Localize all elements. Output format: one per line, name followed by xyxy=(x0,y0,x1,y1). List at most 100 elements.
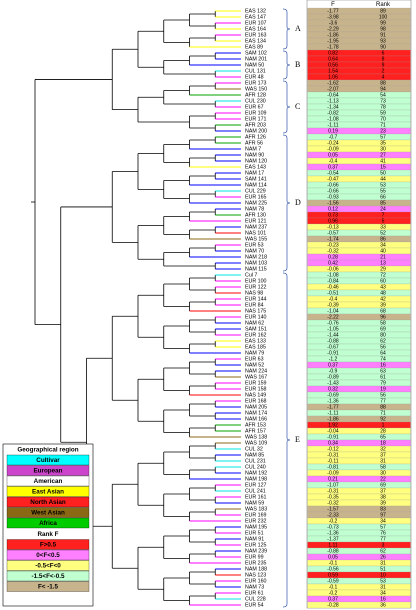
row-fill xyxy=(307,127,411,135)
rank-cell: 99 xyxy=(380,21,386,27)
leaf-label: AFR 203 xyxy=(245,123,266,129)
rank-cell: 89 xyxy=(380,9,386,15)
f-cell: -1.36 xyxy=(327,399,339,405)
leaf-label: EAS 164 xyxy=(245,27,266,33)
legend-swatch xyxy=(6,549,90,561)
f-cell: 1.06 xyxy=(328,75,338,81)
rank-cell: 66 xyxy=(380,195,386,201)
rank-cell: 71 xyxy=(380,123,386,129)
f-cell: -0.1 xyxy=(329,561,338,567)
rank-cell: 26 xyxy=(380,555,386,561)
leaf-label: EUR 51 xyxy=(245,531,264,537)
f-cell: -0.09 xyxy=(327,471,339,477)
f-cell: -0.4 xyxy=(329,297,338,303)
rank-cell: 92 xyxy=(380,417,386,423)
leaf-label: EUR 122 xyxy=(245,285,267,291)
leaf-label: EUR 125 xyxy=(245,543,267,549)
f-cell: -0.69 xyxy=(327,393,339,399)
row-fill xyxy=(307,289,411,297)
rank-cell: 43 xyxy=(380,285,386,291)
leaf-label: NAM 115 xyxy=(245,267,267,273)
f-cell: -0.04 xyxy=(327,429,339,435)
f-cell: -0.32 xyxy=(327,501,339,507)
row-fill xyxy=(307,343,411,351)
row-fill xyxy=(307,499,411,507)
leaf-label: NAS 101 xyxy=(245,231,266,237)
row-fill xyxy=(307,379,411,387)
rank-cell: 60 xyxy=(380,279,386,285)
leaf-label: NAM 70 xyxy=(245,249,264,255)
row-fill xyxy=(307,169,411,177)
f-cell: -0.91 xyxy=(327,351,339,357)
rank-cell: 39 xyxy=(380,303,386,309)
leaf-label: NAM 166 xyxy=(245,417,267,423)
f-cell: -1.34 xyxy=(327,105,339,111)
leaf-label: EAS 134 xyxy=(245,39,266,45)
legend-swatch xyxy=(6,581,90,592)
row-fill xyxy=(307,571,411,579)
leaf-label: CUL 241 xyxy=(245,489,266,495)
cluster-label: E xyxy=(295,435,300,444)
rank-cell: 29 xyxy=(380,267,386,273)
leaf-label: AFR 153 xyxy=(245,423,266,429)
leaf-label: EUR 165 xyxy=(245,195,267,201)
leaf-label: EUR 162 xyxy=(245,333,267,339)
leaf-label: AFR 128 xyxy=(245,93,266,99)
rank-cell: 57 xyxy=(380,135,386,141)
rank-cell: 37 xyxy=(380,453,386,459)
leaf-label: CUL 228 xyxy=(245,597,266,603)
f-cell: -0.91 xyxy=(327,435,339,441)
row-fill xyxy=(307,373,411,381)
f-cell: 0.56 xyxy=(328,63,338,69)
leaf-label: NAM 73 xyxy=(245,585,264,591)
rank-cell: 58 xyxy=(380,321,386,327)
f-cell: -1.11 xyxy=(327,411,338,417)
f-cell: -0.2 xyxy=(329,591,338,597)
leaf-label: SAM 141 xyxy=(245,177,267,183)
f-cell: -0.64 xyxy=(327,93,339,99)
row-fill xyxy=(307,109,411,117)
row-fill xyxy=(307,115,411,123)
f-cell: -1.74 xyxy=(327,237,339,243)
f-cell: -3.98 xyxy=(327,15,339,21)
rank-cell: 18 xyxy=(380,441,386,447)
f-cell: -1.13 xyxy=(327,99,339,105)
row-fill xyxy=(307,559,411,567)
leaf-label: EAS 143 xyxy=(245,165,266,171)
row-fill xyxy=(307,517,411,525)
leaf-label: NAM 114 xyxy=(245,183,267,189)
legend-title: Rank F xyxy=(38,531,59,538)
cluster-bracket xyxy=(282,80,291,134)
leaf-label: NAM 17 xyxy=(245,171,264,177)
f-cell: -0.88 xyxy=(327,549,339,555)
rank-cell: 88 xyxy=(380,405,386,411)
rank-cell: 73 xyxy=(380,99,386,105)
f-cell: -0.51 xyxy=(327,291,339,297)
rank-cell: 59 xyxy=(380,111,386,117)
f-cell: -0.4 xyxy=(329,159,338,165)
rank-cell: 44 xyxy=(380,177,386,183)
f-cell: -0.39 xyxy=(327,303,339,309)
f-cell: -3.6 xyxy=(329,21,338,27)
rank-cell: 85 xyxy=(380,201,386,207)
f-cell: -0.46 xyxy=(327,285,339,291)
leaf-label: CUL 32 xyxy=(245,447,263,453)
cluster-label: C xyxy=(295,102,300,111)
leaf-label: EUR 159 xyxy=(245,381,267,387)
row-fill xyxy=(307,199,411,207)
cluster-label: D xyxy=(295,198,301,207)
leaf-label: NAM 205 xyxy=(245,405,267,411)
f-cell: -2.29 xyxy=(327,27,339,33)
row-fill xyxy=(307,493,411,501)
f-cell: 0.37 xyxy=(328,597,338,603)
leaf-label: NAM 198 xyxy=(245,477,267,483)
row-fill xyxy=(307,445,411,453)
leaf-label: WAS 167 xyxy=(245,375,267,381)
leaf-label: AFR 126 xyxy=(245,135,266,141)
row-fill xyxy=(307,583,411,591)
f-cell: -0.89 xyxy=(327,375,339,381)
rank-cell: 69 xyxy=(380,327,386,333)
f-cell: 0.64 xyxy=(328,57,338,63)
cluster-bracket xyxy=(282,50,291,80)
f-cell: -0.06 xyxy=(327,267,339,273)
